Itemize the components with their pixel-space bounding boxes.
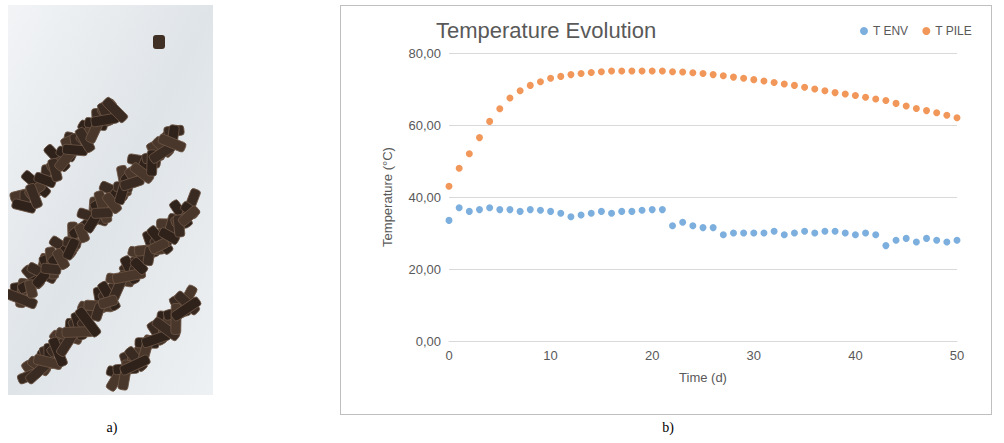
svg-text:50: 50 — [950, 348, 964, 363]
svg-text:Temperature Evolution: Temperature Evolution — [436, 18, 656, 43]
svg-text:Time (d): Time (d) — [679, 370, 727, 385]
svg-text:40,00: 40,00 — [408, 190, 441, 205]
svg-text:60,00: 60,00 — [408, 118, 441, 133]
svg-text:20,00: 20,00 — [408, 262, 441, 277]
svg-text:20: 20 — [645, 348, 659, 363]
html-text:b): b) — [662, 420, 674, 435]
svg-text:Temperature (°C): Temperature (°C) — [380, 147, 395, 247]
html-text:a): a) — [106, 420, 118, 435]
svg-text:40: 40 — [848, 348, 862, 363]
svg-text:10: 10 — [543, 348, 557, 363]
svg-text:0,00: 0,00 — [416, 334, 441, 349]
svg-text:0: 0 — [445, 348, 452, 363]
svg-text:80,00: 80,00 — [408, 46, 441, 61]
svg-text:T ENV: T ENV — [873, 24, 908, 38]
svg-text:30: 30 — [747, 348, 761, 363]
svg-text:T PILE: T PILE — [935, 24, 971, 38]
